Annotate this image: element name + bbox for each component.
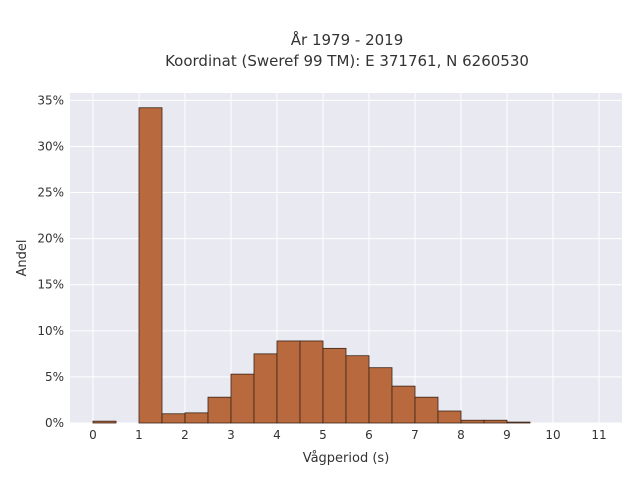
chart-title-line-1: År 1979 - 2019 [291, 30, 404, 49]
histogram-bar [138, 107, 163, 424]
histogram-bar [437, 410, 462, 424]
tick-labels: 0 1 2 3 4 5 6 7 8 9 10 11 0% 5% 10% 15% 20% 25% 30% 35% [37, 93, 606, 442]
x-tick-label: 5 [319, 428, 327, 442]
histogram-bar [483, 419, 508, 424]
y-tick-label: 20% [37, 232, 64, 246]
x-tick-label: 10 [545, 428, 560, 442]
y-tick-label: 35% [37, 93, 64, 107]
chart-title-line-2: Koordinat (Sweref 99 TM): E 371761, N 62… [165, 52, 529, 70]
x-tick-label: 2 [181, 428, 189, 442]
x-tick-label: 9 [503, 428, 511, 442]
histogram-bar [207, 396, 232, 424]
y-tick-label: 25% [37, 186, 64, 200]
y-tick-label: 5% [45, 370, 64, 384]
x-tick-label: 4 [273, 428, 281, 442]
histogram-bar [322, 347, 347, 424]
x-tick-label: 6 [365, 428, 373, 442]
histogram-bar [299, 340, 324, 424]
x-tick-label: 3 [227, 428, 235, 442]
histogram-bar [506, 421, 531, 424]
grid-lines [70, 93, 622, 424]
histogram-bar [161, 413, 186, 424]
y-tick-label: 30% [37, 139, 64, 153]
histogram-bar [253, 353, 278, 424]
histogram-bar [230, 373, 255, 424]
x-tick-label: 0 [89, 428, 97, 442]
x-axis-label: Vågperiod (s) [303, 451, 390, 466]
y-axis-label: Andel [15, 240, 30, 277]
histogram-bar [184, 412, 209, 424]
x-tick-label: 1 [135, 428, 143, 442]
histogram-bar [345, 355, 370, 424]
histogram-bar [460, 419, 485, 424]
histogram-bar [92, 420, 117, 424]
y-tick-label: 0% [45, 416, 64, 430]
y-tick-label: 10% [37, 324, 64, 338]
histogram-bar [276, 340, 301, 424]
y-tick-label: 15% [37, 278, 64, 292]
bars [92, 107, 531, 424]
x-tick-label: 8 [457, 428, 465, 442]
histogram-bar [368, 367, 393, 424]
histogram-bar [414, 396, 439, 424]
histogram-bar [391, 385, 416, 424]
x-tick-label: 7 [411, 428, 419, 442]
x-tick-label: 11 [591, 428, 606, 442]
